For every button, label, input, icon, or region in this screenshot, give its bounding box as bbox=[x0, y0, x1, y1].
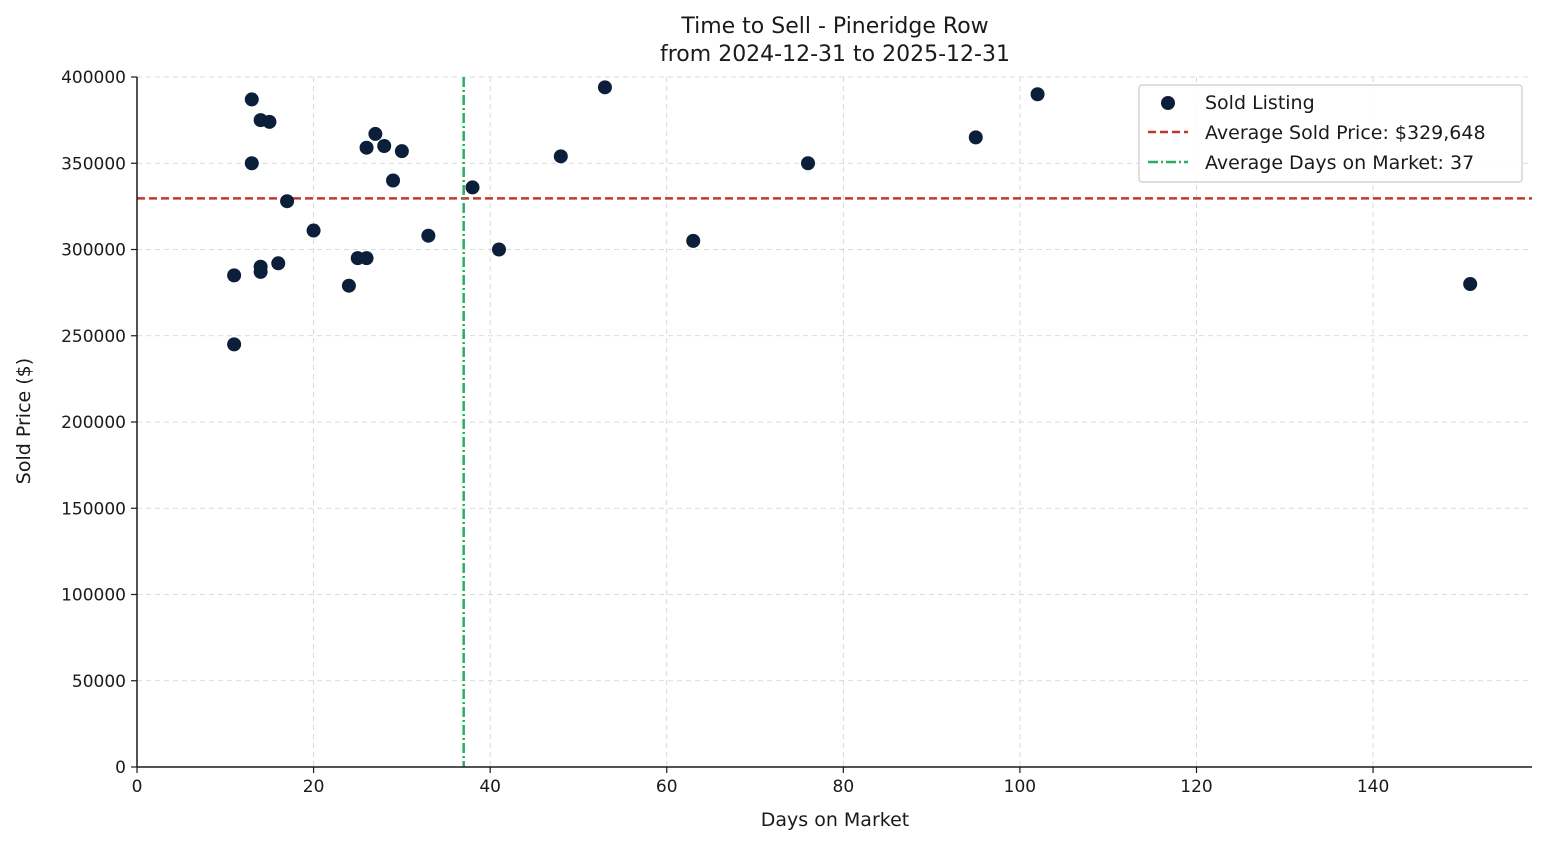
data-point bbox=[368, 126, 383, 141]
data-point bbox=[801, 156, 816, 171]
data-point bbox=[306, 223, 321, 238]
x-tick-label: 20 bbox=[303, 777, 325, 797]
y-tick-label: 250000 bbox=[61, 327, 126, 347]
data-point bbox=[341, 278, 356, 293]
legend-label-average-days: Average Days on Market: 37 bbox=[1205, 152, 1474, 174]
axes: 0 20 40 60 80 100 120 140 0 50000 100000 150000 2000… bbox=[61, 68, 1532, 797]
legend-box bbox=[1138, 84, 1523, 183]
data-points bbox=[227, 80, 1478, 352]
data-point bbox=[968, 130, 983, 145]
data-point bbox=[359, 140, 374, 155]
x-tick-label: 140 bbox=[1357, 777, 1389, 797]
data-point bbox=[244, 92, 259, 107]
data-point bbox=[227, 268, 242, 283]
data-point bbox=[271, 256, 286, 271]
x-tick-label: 100 bbox=[1004, 777, 1036, 797]
data-point bbox=[465, 180, 480, 195]
x-tick-label: 120 bbox=[1180, 777, 1212, 797]
x-tick-label: 40 bbox=[479, 777, 501, 797]
x-axis-label: Days on Market bbox=[761, 809, 909, 831]
data-point bbox=[359, 251, 374, 266]
data-point bbox=[686, 233, 701, 248]
chart-title: Time to Sell - Pineridge Row bbox=[680, 14, 988, 39]
reference-lines bbox=[137, 77, 1532, 767]
data-point bbox=[553, 149, 568, 164]
data-point bbox=[386, 173, 401, 188]
y-tick-label: 350000 bbox=[61, 154, 126, 174]
x-tick-label: 80 bbox=[833, 777, 855, 797]
grid bbox=[137, 76, 1532, 767]
y-axis-label: Sold Price ($) bbox=[13, 358, 35, 484]
y-tick-label: 50000 bbox=[72, 672, 126, 692]
y-tick-label: 150000 bbox=[61, 499, 126, 519]
data-point bbox=[491, 242, 506, 257]
x-tick-label: 0 bbox=[132, 777, 143, 797]
data-point bbox=[253, 264, 268, 279]
y-tick-label: 400000 bbox=[61, 68, 126, 88]
data-point bbox=[377, 139, 392, 153]
y-tick-label: 300000 bbox=[61, 241, 126, 261]
data-point bbox=[280, 194, 295, 209]
data-point bbox=[227, 337, 242, 352]
data-point bbox=[244, 156, 259, 171]
data-point bbox=[597, 80, 612, 95]
data-point bbox=[1463, 277, 1478, 291]
chart-subtitle: from 2024-12-31 to 2025-12-31 bbox=[660, 42, 1010, 67]
y-tick-label: 100000 bbox=[61, 586, 126, 606]
y-tick-label: 0 bbox=[115, 758, 126, 778]
data-point bbox=[1030, 87, 1045, 102]
data-point bbox=[394, 144, 409, 159]
data-point bbox=[262, 114, 277, 129]
x-tick-label: 60 bbox=[656, 777, 678, 797]
legend-label-sold-listing: Sold Listing bbox=[1205, 92, 1315, 114]
data-point bbox=[421, 228, 436, 243]
legend-marker-sold-listing bbox=[1161, 96, 1175, 110]
y-tick-label: 200000 bbox=[61, 413, 126, 433]
legend-label-average-price: Average Sold Price: $329,648 bbox=[1205, 122, 1486, 144]
legend: Sold Listing Average Sold Price: $329,64… bbox=[1138, 84, 1523, 183]
